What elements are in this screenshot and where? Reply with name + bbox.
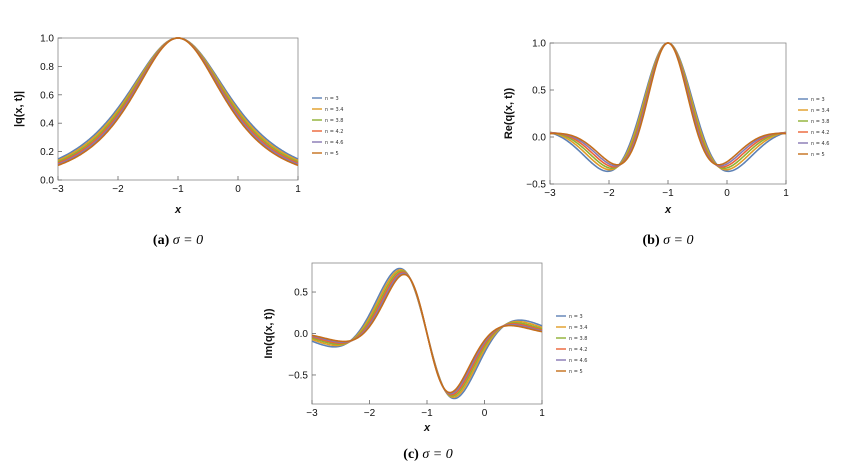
y-tick-label: 1.0 [532,39,546,50]
x-tick-label: 0 [482,408,488,419]
y-tick-label: −0.5 [526,180,546,191]
legend-entry: n = 3.4 [811,108,830,114]
y-tick-label: 0.8 [40,62,54,73]
caption-label: (a) [153,233,173,248]
series-line-n-5 [549,42,787,166]
legend-entry: n = 3.8 [811,119,830,125]
legend-entry: n = 3 [811,97,825,103]
caption-math: σ = 0 [422,447,452,462]
legend-entry: n = 3.4 [569,325,588,331]
legend-entry: n = 4.6 [811,141,830,147]
x-tick-label: 1 [295,184,301,195]
legend-entry: n = 3.8 [569,336,588,342]
figure-caption: (c) σ = 0 [403,447,452,462]
legend-entry: n = 5 [569,369,583,375]
caption-label: (c) [403,447,422,462]
x-tick-label: 0 [724,188,730,199]
x-axis-label: x [423,422,431,434]
x-tick-label: −2 [112,184,124,195]
legend-entry: n = 3.8 [325,118,344,124]
y-tick-label: 1.0 [40,34,54,45]
figure-caption: (b) σ = 0 [643,233,694,248]
legend-entry: n = 4.2 [325,129,344,135]
figure-caption: (a) σ = 0 [153,233,203,248]
x-tick-label: −1 [662,188,674,199]
x-tick-label: −1 [172,184,184,195]
y-tick-label: 0.4 [40,119,54,130]
x-tick-label: 1 [539,408,545,419]
legend-entry: n = 4.6 [569,358,588,364]
x-tick-label: 0 [235,184,241,195]
legend-entry: n = 3 [569,314,583,320]
series-line-n-4-2 [549,42,787,168]
legend-entry: n = 3.4 [325,107,344,113]
x-tick-label: −1 [421,408,433,419]
y-axis-label: |q(x, t)| [13,91,25,127]
legend-entry: n = 5 [325,151,339,157]
y-tick-label: 0.0 [294,329,308,340]
legend-entry: n = 4.6 [325,140,344,146]
caption-label: (b) [643,233,664,248]
x-tick-label: −3 [52,184,64,195]
y-tick-label: 0.0 [532,133,546,144]
legend-entry: n = 3 [325,96,339,102]
x-tick-label: −3 [306,408,318,419]
x-tick-label: −3 [544,188,556,199]
x-tick-label: 1 [783,188,789,199]
x-axis-label: x [174,204,182,216]
y-axis-label: Im(q(x, t)) [263,308,275,358]
x-axis-label: x [664,204,672,216]
legend-entry: n = 4.2 [569,347,588,353]
y-tick-label: 0.6 [40,90,54,101]
chart-panel-c: −3 −2 −1 0 1 −0.5 0.0 0.5 Im(q(x, t)) x n = 3 n = 3… [263,262,588,462]
y-tick-label: 0.0 [40,176,54,187]
plot-frame [57,37,299,181]
series-line-n-5 [311,273,543,394]
series-line-n-5 [57,37,299,167]
y-tick-label: 0.2 [40,147,54,158]
x-tick-label: −2 [603,188,615,199]
chart-panel-b: −3 −2 −1 0 1 −0.5 0.0 0.5 1.0 Re(q(x, t)) x n = 3 n … [503,39,830,249]
y-tick-label: −0.5 [288,370,308,381]
x-tick-label: −2 [364,408,376,419]
plot-frame [549,42,787,185]
chart-panel-a: −3 −2 −1 0 1 0.0 0.2 0.4 0.6 0.8 1.0 |q(x, t)| x n = … [13,34,344,249]
legend-entry: n = 5 [811,152,825,158]
caption-math: σ = 0 [663,233,693,248]
y-tick-label: 0.5 [532,86,546,97]
series-line-n-3 [549,42,787,173]
y-tick-label: 0.5 [294,288,308,299]
y-axis-label: Re(q(x, t)) [503,88,515,140]
series-line-n-3-8 [549,42,787,170]
legend-entry: n = 4.2 [811,130,830,136]
caption-math: σ = 0 [173,233,203,248]
